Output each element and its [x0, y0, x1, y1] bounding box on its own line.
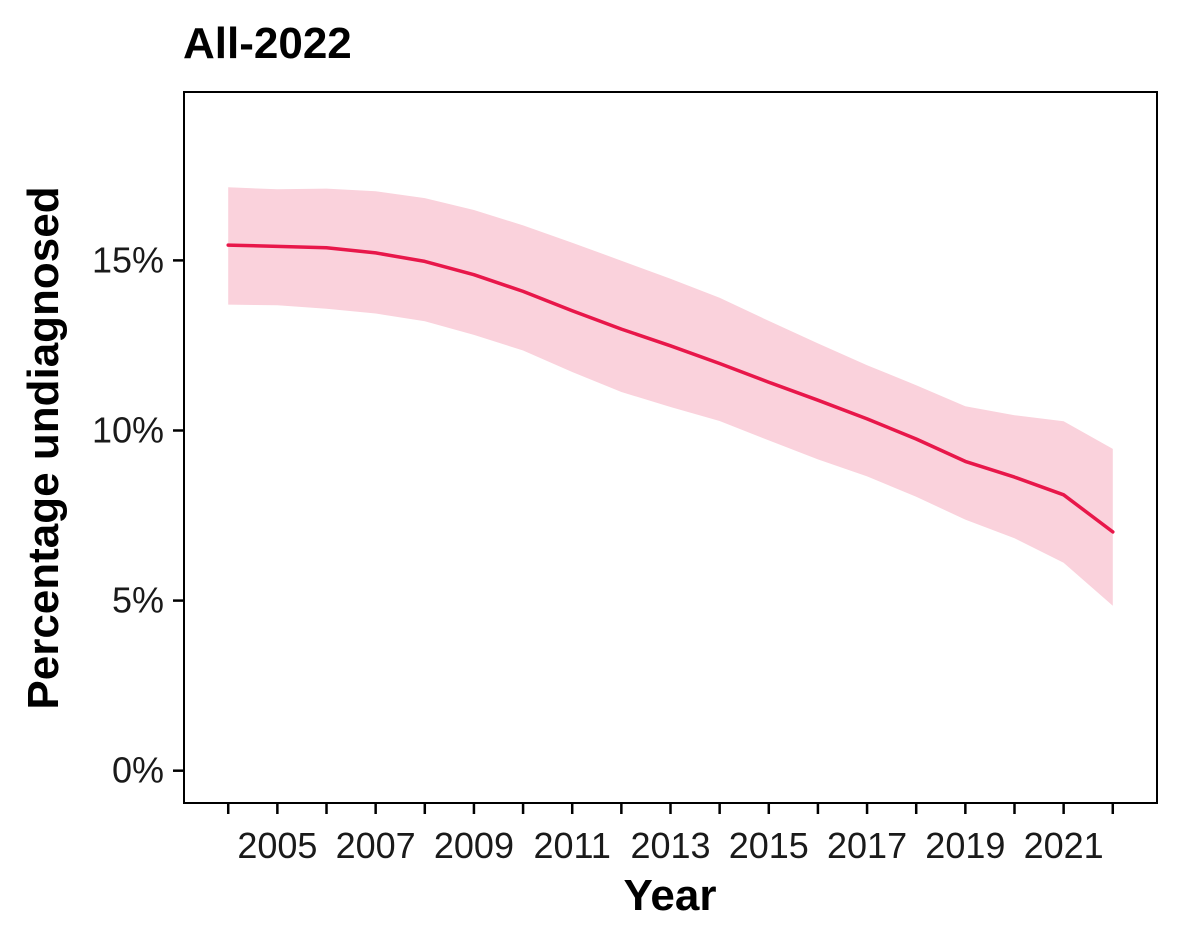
y-tick-label: 15%: [92, 239, 164, 280]
chart-title: All-2022: [183, 19, 352, 68]
y-tick-label: 0%: [112, 750, 164, 791]
x-tick-label: 2005: [237, 825, 317, 866]
x-tick-label: 2009: [434, 825, 514, 866]
x-tick-label: 2017: [827, 825, 907, 866]
line-layer: [226, 243, 1115, 534]
x-tick-label: 2013: [630, 825, 710, 866]
x-tick-label: 2021: [1024, 825, 1104, 866]
confidence-band: [228, 187, 1113, 606]
confidence-band-layer: [228, 187, 1113, 606]
x-axis: 2005 2007 2009 2011 2013 2015 2017 2019 2021: [226, 803, 1115, 866]
y-tick-label: 10%: [92, 409, 164, 450]
y-axis-title: Percentage undiagnosed: [19, 186, 68, 709]
y-tick-label: 5%: [112, 580, 164, 621]
y-axis: 0% 5% 10% 15%: [92, 239, 184, 791]
x-tick-label: 2011: [534, 825, 611, 866]
x-axis-title: Year: [624, 871, 717, 920]
x-tick-label: 2015: [729, 825, 809, 866]
x-tick-label: 2019: [925, 825, 1005, 866]
series-line: [226, 243, 1115, 534]
x-tick-label: 2007: [336, 825, 416, 866]
